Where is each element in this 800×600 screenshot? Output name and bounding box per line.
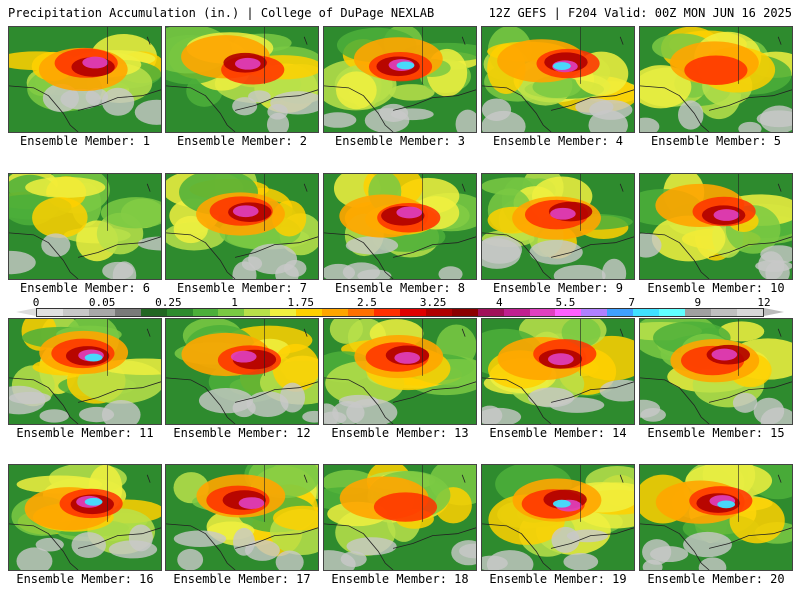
ensemble-member-label: Ensemble Member: 6 <box>19 281 151 295</box>
precipitation-map <box>8 464 162 571</box>
colorbar-tick-label: 5.5 <box>555 296 576 309</box>
ensemble-member-label: Ensemble Member: 9 <box>492 281 624 295</box>
colorbar-swatch <box>270 309 297 316</box>
precipitation-map <box>8 318 162 425</box>
chart-title: Precipitation Accumulation (in.) | Colle… <box>8 6 435 20</box>
ensemble-member-label: Ensemble Member: 13 <box>331 426 469 440</box>
colorbar-swatch <box>581 309 608 316</box>
precipitation-map <box>639 464 793 571</box>
precipitation-map <box>165 26 319 133</box>
colorbar-swatch <box>659 309 686 316</box>
ensemble-member-label: Ensemble Member: 7 <box>176 281 308 295</box>
ensemble-member-label: Ensemble Member: 16 <box>16 572 154 586</box>
colorbar-tick-label: 0 <box>32 296 40 309</box>
ensemble-member-label: Ensemble Member: 10 <box>647 281 785 295</box>
ensemble-member-label: Ensemble Member: 8 <box>334 281 466 295</box>
colorbar-swatch <box>451 309 478 316</box>
colorbar-swatch <box>322 309 349 316</box>
colorbar-swatch <box>373 309 400 316</box>
precipitation-map <box>165 173 319 280</box>
colorbar-swatch <box>633 309 660 316</box>
ensemble-member-label: Ensemble Member: 14 <box>489 426 627 440</box>
ensemble-member-label: Ensemble Member: 15 <box>647 426 785 440</box>
precipitation-map <box>323 173 477 280</box>
colorbar-swatch <box>710 309 737 316</box>
precipitation-map <box>323 464 477 571</box>
colorbar-swatch <box>685 309 711 316</box>
ensemble-member-label: Ensemble Member: 5 <box>650 134 782 148</box>
run-valid-time: 12Z GEFS | F204 Valid: 00Z MON JUN 16 20… <box>488 6 792 20</box>
ensemble-member-label: Ensemble Member: 18 <box>331 572 469 586</box>
colorbar: 0 0.05 0.25 1 1.75 2.5 3.25 4 5.5 7 9 12 <box>14 296 786 320</box>
precipitation-map <box>323 26 477 133</box>
colorbar-tick-label: 1.75 <box>287 296 314 309</box>
colorbar-swatch <box>348 309 374 316</box>
colorbar-swatch <box>477 309 504 316</box>
colorbar-swatch <box>37 309 63 316</box>
ensemble-member-label: Ensemble Member: 11 <box>16 426 154 440</box>
colorbar-swatch <box>399 309 426 316</box>
colorbar-swatch <box>736 309 763 316</box>
colorbar-tick-label: 1 <box>231 296 238 309</box>
precipitation-map <box>481 26 635 133</box>
colorbar-max-arrow <box>764 308 784 316</box>
ensemble-member-label: Ensemble Member: 3 <box>334 134 466 148</box>
colorbar-swatch <box>62 309 89 316</box>
precipitation-map <box>481 464 635 571</box>
ensemble-member-label: Ensemble Member: 1 <box>19 134 151 148</box>
ensemble-member-label: Ensemble Member: 2 <box>176 134 308 148</box>
precipitation-map <box>8 26 162 133</box>
colorbar-tick-label: 9 <box>694 296 702 309</box>
colorbar-swatch <box>503 309 530 316</box>
colorbar-swatch <box>529 309 556 316</box>
ensemble-member-label: Ensemble Member: 12 <box>173 426 311 440</box>
ensemble-member-label: Ensemble Member: 4 <box>492 134 624 148</box>
precipitation-map <box>323 318 477 425</box>
precipitation-map <box>481 318 635 425</box>
precipitation-map <box>639 173 793 280</box>
colorbar-swatch <box>88 309 115 316</box>
precipitation-map <box>639 26 793 133</box>
colorbar-swatch <box>218 309 245 316</box>
colorbar-swatch <box>114 309 141 316</box>
colorbar-swatch <box>296 309 323 316</box>
precipitation-map <box>481 173 635 280</box>
colorbar-tick-label: 12 <box>757 296 771 309</box>
colorbar-swatch <box>192 309 219 316</box>
colorbar-tick-label: 3.25 <box>419 296 447 309</box>
colorbar-tick-label: 4 <box>495 296 503 309</box>
ensemble-member-label: Ensemble Member: 19 <box>489 572 627 586</box>
precipitation-map <box>165 318 319 425</box>
colorbar-scale <box>36 308 764 317</box>
colorbar-swatch <box>140 309 167 316</box>
precipitation-map <box>165 464 319 571</box>
ensemble-member-label: Ensemble Member: 20 <box>647 572 785 586</box>
colorbar-tick-label: 7 <box>628 296 635 309</box>
colorbar-swatch <box>166 309 193 316</box>
precipitation-map <box>8 173 162 280</box>
colorbar-min-arrow <box>16 308 36 316</box>
colorbar-swatch <box>607 309 634 316</box>
precipitation-map <box>639 318 793 425</box>
colorbar-tick-label: 0.25 <box>155 296 182 309</box>
colorbar-swatch <box>555 309 582 316</box>
ensemble-member-label: Ensemble Member: 17 <box>173 572 311 586</box>
colorbar-swatch <box>244 309 271 316</box>
colorbar-swatch <box>425 309 452 316</box>
colorbar-tick-label: 2.5 <box>356 296 377 309</box>
colorbar-tick-label: 0.05 <box>88 296 116 309</box>
